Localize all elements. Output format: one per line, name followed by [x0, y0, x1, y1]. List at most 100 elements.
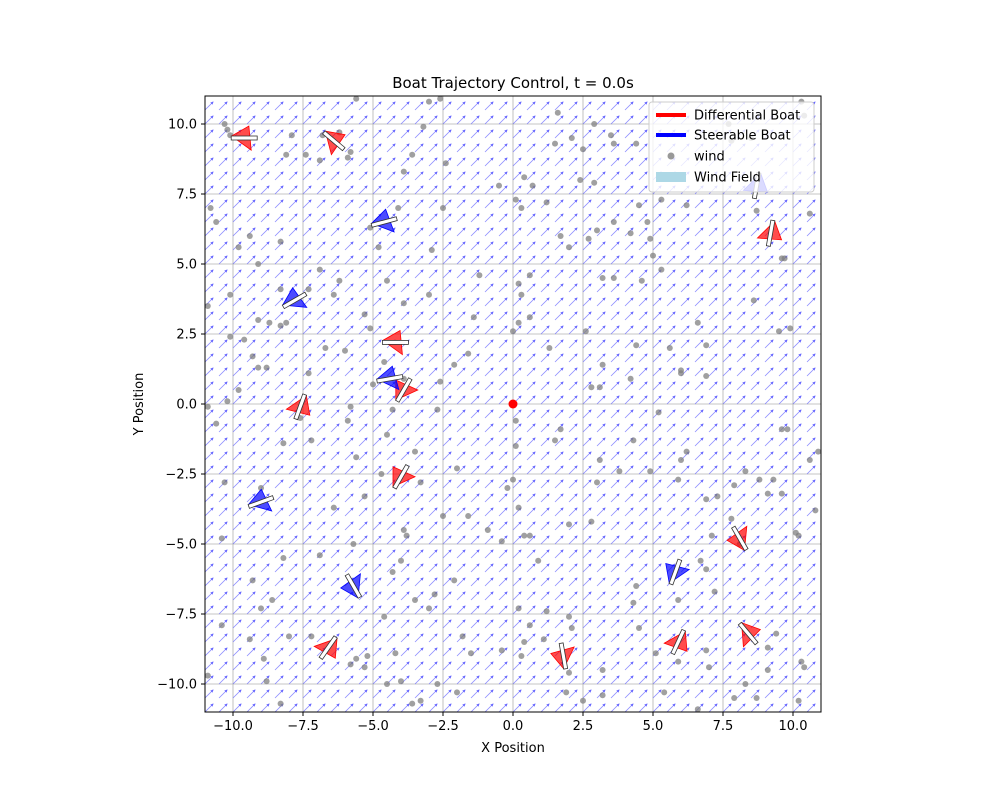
wind-point: [510, 476, 516, 483]
wind-arrow: [288, 353, 298, 363]
wind-arrow: [386, 549, 396, 559]
wind-arrow: [218, 521, 228, 531]
wind-arrow: [358, 465, 368, 475]
wind-arrow: [414, 269, 424, 279]
wind-arrow: [205, 157, 214, 167]
wind-arrow: [428, 633, 438, 643]
wind-arrow: [288, 591, 298, 601]
wind-arrow: [820, 151, 821, 152]
wind-arrow: [386, 227, 396, 237]
wind-arrow: [667, 74, 675, 82]
wind-arrow: [428, 689, 438, 699]
wind-arrow: [205, 325, 214, 335]
wind-point: [535, 557, 542, 564]
wind-arrow: [849, 648, 857, 656]
wind-arrow: [260, 227, 270, 237]
wind-arrow: [400, 479, 410, 489]
wind-arrow: [232, 535, 242, 545]
wind-point: [205, 303, 211, 309]
wind-arrow: [316, 241, 326, 251]
wind-arrow: [260, 465, 270, 475]
wind-arrow: [232, 423, 242, 433]
wind-arrow: [835, 704, 843, 712]
wind-arrow: [218, 325, 228, 335]
wind-arrow: [387, 60, 395, 68]
wind-arrow: [386, 661, 396, 671]
wind-arrow: [344, 535, 354, 545]
wind-arrow: [205, 115, 214, 125]
wind-arrow: [765, 732, 773, 740]
wind-arrow: [457, 60, 465, 68]
wind-arrow: [288, 661, 298, 671]
wind-arrow: [386, 101, 396, 111]
y-tick-label: −5.0: [165, 538, 197, 553]
wind-point: [543, 608, 550, 615]
wind-point: [515, 280, 522, 287]
wind-point: [454, 465, 460, 472]
wind-arrow: [345, 74, 353, 82]
wind-arrow: [232, 605, 242, 615]
wind-arrow: [835, 354, 843, 362]
wind-arrow: [218, 549, 228, 559]
wind-arrow: [820, 641, 821, 642]
wind-arrow: [218, 591, 228, 601]
wind-arrow: [344, 367, 354, 377]
wind-point: [650, 252, 656, 259]
wind-arrow: [820, 333, 821, 334]
wind-arrow: [218, 395, 228, 405]
wind-arrow: [177, 144, 185, 152]
wind-arrow: [751, 718, 759, 726]
wind-arrow: [302, 241, 312, 251]
wind-arrow: [471, 732, 479, 740]
wind-arrow: [218, 199, 228, 209]
wind-point: [218, 535, 225, 542]
wind-arrow: [344, 269, 354, 279]
wind-arrow: [344, 549, 354, 559]
wind-arrow: [330, 451, 340, 461]
wind-arrow: [232, 395, 242, 405]
wind-arrow: [218, 661, 228, 671]
wind-point: [353, 454, 360, 461]
wind-arrow: [288, 423, 298, 433]
wind-arrow: [246, 241, 256, 251]
wind-arrow: [820, 193, 821, 194]
wind-arrow: [316, 367, 326, 377]
wind-arrow: [232, 381, 242, 391]
legend: Differential Boat Steerable Boat wind Wi…: [648, 101, 815, 193]
wind-arrow: [372, 409, 382, 419]
wind-arrow: [372, 451, 382, 461]
x-axis-ticks: −10.0 −7.5 −5.0 −2.5 0.0 2.5 5.0 7.5 10.0: [213, 712, 807, 734]
wind-arrow: [274, 451, 284, 461]
wind-arrow: [765, 96, 766, 97]
wind-point: [588, 518, 595, 525]
wind-arrow: [330, 381, 340, 391]
wind-arrow: [177, 438, 185, 446]
wind-arrow: [218, 171, 228, 181]
wind-arrow: [274, 129, 284, 139]
wind-arrow: [400, 353, 410, 363]
x-tick-label: 0.0: [503, 719, 524, 734]
wind-arrow: [191, 312, 199, 320]
wind-arrow: [205, 619, 214, 629]
wind-point: [221, 121, 228, 127]
wind-arrow: [288, 381, 298, 391]
wind-arrow: [471, 718, 479, 726]
wind-arrow: [218, 255, 228, 265]
wind-arrow: [372, 493, 382, 503]
wind-arrow: [191, 368, 199, 376]
wind-arrow: [289, 74, 297, 82]
wind-arrow: [372, 157, 382, 167]
wind-arrow: [400, 703, 410, 712]
wind-arrow: [177, 578, 185, 586]
wind-arrow: [274, 311, 284, 321]
wind-arrow: [302, 423, 312, 433]
wind-arrow: [330, 493, 340, 503]
wind-arrow: [849, 466, 857, 474]
wind-arrow: [414, 661, 424, 671]
wind-arrow: [737, 74, 745, 82]
wind-point: [498, 538, 505, 545]
wind-arrow: [625, 60, 633, 68]
wind-arrow: [386, 535, 396, 545]
wind-point: [753, 207, 760, 214]
wind-arrow: [639, 96, 640, 97]
